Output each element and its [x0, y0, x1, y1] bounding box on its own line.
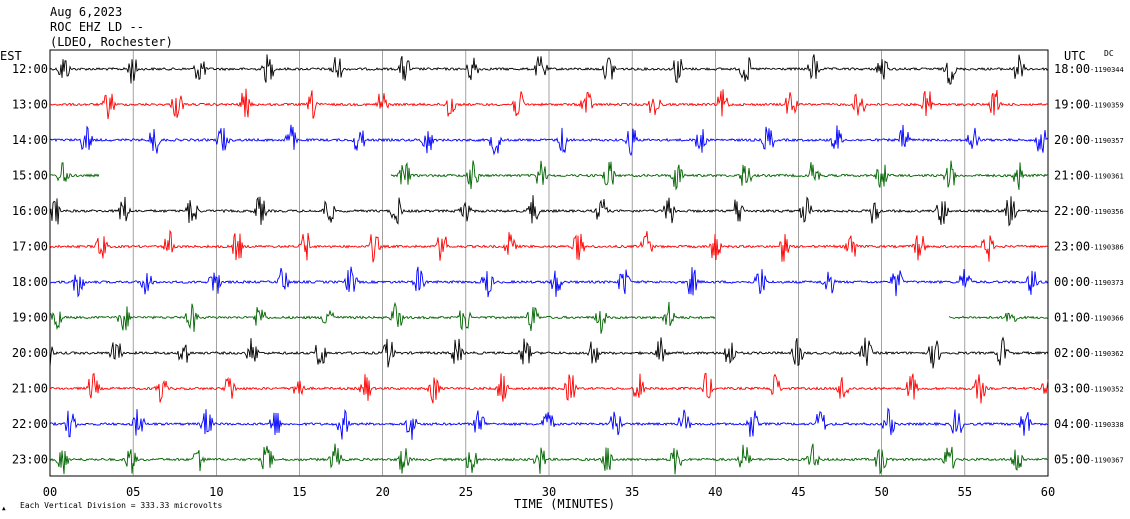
dc-offset-label: -1190366 [1090, 315, 1124, 323]
utc-zone-label: UTC [1064, 49, 1086, 63]
est-hour-label: 20:00 [12, 346, 48, 360]
trace-line-1500 [50, 160, 1049, 191]
est-hour-label: 17:00 [12, 240, 48, 254]
trace-line-2300 [49, 443, 1049, 475]
x-tick-label: 05 [126, 485, 140, 499]
x-tick-labels: 00 05 10 15 20 25 30 35 40 45 50 55 60 [43, 485, 1055, 499]
x-tick-label: 55 [958, 485, 972, 499]
est-hour-label: 23:00 [12, 453, 48, 467]
utc-hour-label: 18:00 [1054, 62, 1090, 76]
est-hour-label: 19:00 [12, 311, 48, 325]
dc-offset-label: -1190362 [1090, 350, 1124, 358]
dc-offset-label: -1190352 [1090, 386, 1124, 394]
est-hour-label: 16:00 [12, 204, 48, 218]
utc-hour-label: 03:00 [1054, 382, 1090, 396]
utc-hour-label: 22:00 [1054, 204, 1090, 218]
date-label: Aug 6,2023 [50, 5, 122, 19]
trace-line-1800 [49, 266, 1049, 298]
utc-hour-label: 01:00 [1054, 311, 1090, 325]
dc-offset-label: -1190357 [1090, 137, 1124, 145]
est-zone-label: EST [0, 49, 22, 63]
utc-hour-label: 00:00 [1054, 275, 1090, 289]
x-tick-label: 45 [791, 485, 805, 499]
dc-offset-label: -1190344 [1090, 66, 1124, 74]
dc-offset-label: -1190356 [1090, 208, 1124, 216]
trace-line-1200 [49, 54, 1049, 85]
x-tick-label: 50 [874, 485, 888, 499]
utc-hour-label: 04:00 [1054, 417, 1090, 431]
dc-offset-label: -1190361 [1090, 173, 1124, 181]
est-hour-label: 14:00 [12, 133, 48, 147]
x-tick-label: 25 [459, 485, 473, 499]
utc-hour-label: 20:00 [1054, 133, 1090, 147]
dc-label: DC [1104, 49, 1114, 58]
trace-line-1300 [49, 88, 1049, 120]
footer-mark-icon: ▲ [2, 505, 6, 512]
utc-hour-label: 23:00 [1054, 240, 1090, 254]
network-label: (LDEO, Rochester) [50, 35, 173, 49]
dc-offset-label: -1190386 [1090, 244, 1124, 252]
x-tick-label: 10 [209, 485, 223, 499]
trace-line-2100 [49, 372, 1049, 404]
x-tick-label: 20 [375, 485, 389, 499]
x-tick-label: 35 [625, 485, 639, 499]
utc-hour-label: 19:00 [1054, 98, 1090, 112]
minute-gridlines [132, 50, 966, 476]
dc-offset-label: -1190359 [1090, 102, 1124, 110]
scale-note: Each Vertical Division = 333.33 microvol… [20, 501, 222, 510]
est-hour-label: 18:00 [12, 275, 48, 289]
x-tick-label: 00 [43, 485, 57, 499]
dc-offset-label: -1190338 [1090, 421, 1124, 429]
x-axis-label: TIME (MINUTES) [514, 497, 615, 511]
utc-hour-label: 21:00 [1054, 169, 1090, 183]
utc-hour-label: 05:00 [1054, 453, 1090, 467]
x-tick-label: 30 [542, 485, 556, 499]
x-tick-label: 40 [708, 485, 722, 499]
trace-line-1400 [49, 124, 1049, 157]
est-hour-labels: 12:00 13:00 14:00 15:00 16:00 17:00 18:00 19:00… [12, 62, 48, 467]
est-hour-label: 15:00 [12, 169, 48, 183]
est-hour-label: 21:00 [12, 382, 48, 396]
trace-line-1700 [49, 229, 1049, 263]
est-hour-label: 22:00 [12, 417, 48, 431]
utc-hour-label: 02:00 [1054, 346, 1090, 360]
dc-offset-label: -1190373 [1090, 279, 1124, 287]
est-hour-label: 13:00 [12, 98, 48, 112]
trace-line-2000 [49, 336, 1049, 369]
station-label: ROC EHZ LD -- [50, 20, 144, 34]
x-tick-label: 60 [1041, 485, 1055, 499]
dc-offset-labels: -1190344 -1190359 -1190357 -1190361 -1190356… [1090, 66, 1124, 465]
trace-line-1600 [49, 195, 1049, 227]
seismic-traces [49, 54, 1049, 475]
est-hour-label: 12:00 [12, 62, 48, 76]
trace-line-2200 [49, 407, 1049, 440]
dc-offset-label: -1190367 [1090, 457, 1124, 465]
trace-line-1900 [49, 301, 1049, 334]
utc-hour-labels: 18:00 19:00 20:00 21:00 22:00 23:00 00:00 01:00… [1054, 62, 1090, 467]
x-tick-label: 15 [292, 485, 306, 499]
